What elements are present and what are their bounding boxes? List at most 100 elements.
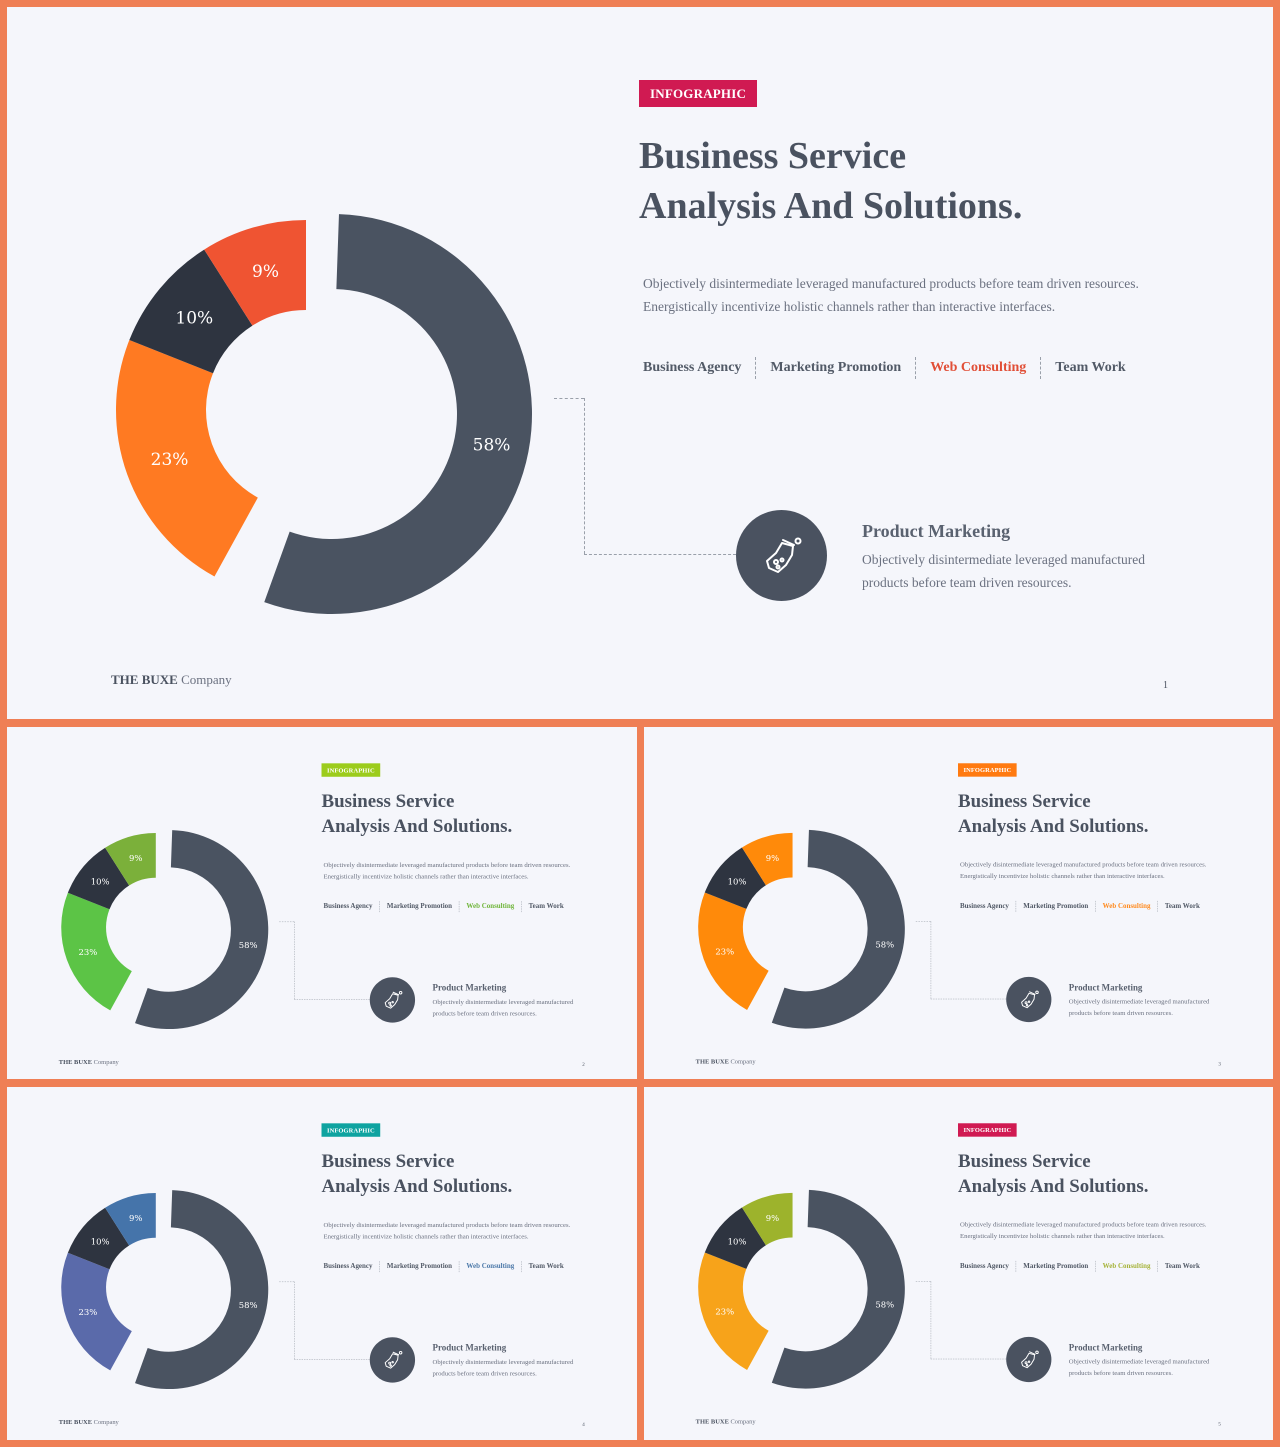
feature-description: Objectively disintermediate leveraged ma… bbox=[1069, 996, 1223, 1019]
tag-web-consulting[interactable]: Web Consulting bbox=[1095, 900, 1157, 912]
connector-line bbox=[584, 398, 585, 554]
slide-title: Business Service Analysis And Solutions. bbox=[958, 1149, 1148, 1199]
tag-web-consulting[interactable]: Web Consulting bbox=[458, 1261, 521, 1273]
slide-1: 58% 23% 10% 9% INFOGRAPHIC Business Service… bbox=[7, 7, 1273, 719]
service-tags: Business Agency Marketing Promotion Web … bbox=[643, 357, 1140, 379]
donut-slice bbox=[135, 1190, 269, 1390]
page-number: 2 bbox=[582, 1061, 585, 1068]
description-line-1: Objectively disintermediate leveraged ma… bbox=[323, 860, 571, 869]
company-brand: THE BUXE Company bbox=[696, 1057, 756, 1065]
tag-business-agency[interactable]: Business Agency bbox=[323, 902, 373, 911]
feature-description: Objectively disintermediate leveraged ma… bbox=[1069, 1356, 1223, 1379]
feature-title: Product Marketing bbox=[432, 982, 507, 993]
feature-title: Product Marketing bbox=[1068, 1342, 1143, 1353]
description-line-2: Energistically incentivize holistic chan… bbox=[643, 299, 1056, 314]
brand-name: THE BUXE bbox=[58, 1057, 93, 1066]
donut-slice-label: 23% bbox=[79, 1307, 98, 1317]
feature-description-line-1: Objectively disintermediate leveraged ma… bbox=[432, 998, 574, 1006]
slide-2: 58% 23% 10% 9% INFOGRAPHIC Business Service… bbox=[7, 727, 637, 1079]
service-tags: Business Agency Marketing Promotion Web … bbox=[959, 900, 1207, 912]
slide-description: Objectively disintermediate leveraged ma… bbox=[643, 272, 1183, 318]
donut-slice bbox=[61, 1252, 132, 1371]
donut-chart: 58% 23% 10% 9% bbox=[698, 829, 905, 1029]
description-line-1: Objectively disintermediate leveraged ma… bbox=[323, 1220, 571, 1229]
tag-marketing-promotion[interactable]: Marketing Promotion bbox=[755, 357, 915, 379]
slide-content: 58% 23% 10% 9% INFOGRAPHIC Business Service… bbox=[7, 7, 1273, 719]
tag-marketing-promotion[interactable]: Marketing Promotion bbox=[379, 901, 459, 913]
feature-title: Product Marketing bbox=[432, 1342, 507, 1353]
donut-slice-label: 10% bbox=[728, 1236, 747, 1246]
feature-description-line-1: Objectively disintermediate leveraged ma… bbox=[862, 552, 1145, 567]
brand-name: THE BUXE bbox=[58, 1417, 93, 1426]
service-tags: Business Agency Marketing Promotion Web … bbox=[323, 901, 570, 913]
slide-3: 58% 23% 10% 9% INFOGRAPHIC Business Service… bbox=[644, 727, 1273, 1079]
donut-slice-label: 10% bbox=[728, 876, 747, 886]
feature-title: Product Marketing bbox=[1068, 982, 1143, 993]
donut-slice bbox=[67, 847, 130, 910]
feature-description-line-2: products before team driven resources. bbox=[1068, 1009, 1173, 1017]
feature-description-line-2: products before team driven resources. bbox=[1068, 1369, 1173, 1377]
tag-marketing-promotion[interactable]: Marketing Promotion bbox=[1015, 900, 1095, 912]
brand-suffix: Company bbox=[93, 1417, 119, 1426]
donut-slice-label: 9% bbox=[766, 1213, 779, 1223]
tag-team-work[interactable]: Team Work bbox=[521, 901, 570, 913]
feature-description-line-1: Objectively disintermediate leveraged ma… bbox=[1068, 997, 1210, 1006]
tag-team-work[interactable]: Team Work bbox=[521, 1261, 570, 1273]
donut-slice bbox=[704, 847, 766, 909]
tag-business-agency[interactable]: Business Agency bbox=[959, 1262, 1009, 1270]
title-line-1: Business Service bbox=[958, 790, 1091, 812]
donut-slice bbox=[741, 832, 793, 886]
feature-description: Objectively disintermediate leveraged ma… bbox=[432, 1356, 586, 1379]
donut-slice-label: 9% bbox=[129, 853, 142, 863]
title-line-2: Analysis And Solutions. bbox=[639, 185, 1023, 227]
slide-description: Objectively disintermediate leveraged ma… bbox=[960, 859, 1228, 882]
donut-slice-label: 9% bbox=[252, 262, 279, 282]
flask-icon bbox=[1021, 990, 1039, 1009]
donut-slice-label: 58% bbox=[875, 1299, 894, 1309]
donut-chart: 58% 23% 10% 9% bbox=[115, 214, 533, 615]
title-line-2: Analysis And Solutions. bbox=[958, 815, 1149, 837]
tag-business-agency[interactable]: Business Agency bbox=[959, 902, 1009, 910]
title-line-2: Analysis And Solutions. bbox=[321, 815, 513, 837]
donut-slice bbox=[698, 892, 769, 1010]
tag-team-work[interactable]: Team Work bbox=[1157, 1260, 1206, 1272]
tag-web-consulting[interactable]: Web Consulting bbox=[915, 357, 1040, 379]
slide-description: Objectively disintermediate leveraged ma… bbox=[323, 1219, 592, 1242]
tag-marketing-promotion[interactable]: Marketing Promotion bbox=[1015, 1260, 1095, 1272]
slide-content: 58% 23% 10% 9% INFOGRAPHIC Business Service… bbox=[7, 727, 637, 1079]
tag-business-agency[interactable]: Business Agency bbox=[643, 360, 742, 375]
feature-icon-circle bbox=[369, 977, 416, 1023]
title-line-1: Business Service bbox=[321, 790, 455, 812]
donut-slice-label: 23% bbox=[715, 1307, 734, 1317]
title-line-2: Analysis And Solutions. bbox=[958, 1175, 1149, 1197]
tag-web-consulting[interactable]: Web Consulting bbox=[458, 901, 521, 913]
page-number: 4 bbox=[582, 1421, 585, 1428]
donut-slice-label: 23% bbox=[79, 947, 98, 957]
donut-slice-label: 23% bbox=[715, 947, 734, 957]
slide-description: Objectively disintermediate leveraged ma… bbox=[323, 859, 592, 882]
slide-title: Business Service Analysis And Solutions. bbox=[322, 1149, 513, 1199]
donut-slice bbox=[704, 1207, 766, 1269]
slide-title: Business Service Analysis And Solutions. bbox=[958, 789, 1148, 839]
feature-description-line-2: products before team driven resources. bbox=[432, 1009, 537, 1018]
tag-team-work[interactable]: Team Work bbox=[1157, 900, 1206, 912]
slide-content: 58% 23% 10% 9% INFOGRAPHIC Business Service… bbox=[644, 1087, 1273, 1440]
tag-business-agency[interactable]: Business Agency bbox=[323, 1262, 373, 1271]
donut-slice bbox=[135, 830, 269, 1030]
tag-team-work[interactable]: Team Work bbox=[1040, 357, 1139, 379]
company-brand: THE BUXE Company bbox=[59, 1418, 119, 1426]
company-brand: THE BUXE Company bbox=[111, 672, 232, 688]
flask-icon bbox=[766, 537, 802, 573]
feature-description: Objectively disintermediate leveraged ma… bbox=[862, 548, 1172, 594]
donut-slice bbox=[61, 892, 132, 1011]
flask-icon bbox=[384, 990, 403, 1009]
description-line-2: Energistically incentivize holistic chan… bbox=[959, 872, 1165, 880]
tag-web-consulting[interactable]: Web Consulting bbox=[1095, 1260, 1157, 1272]
slide-content: 58% 23% 10% 9% INFOGRAPHIC Business Service… bbox=[644, 727, 1273, 1079]
description-line-1: Objectively disintermediate leveraged ma… bbox=[959, 860, 1207, 869]
service-tags: Business Agency Marketing Promotion Web … bbox=[323, 1261, 570, 1273]
tag-marketing-promotion[interactable]: Marketing Promotion bbox=[379, 1261, 459, 1273]
donut-slice bbox=[105, 832, 156, 886]
page-number: 3 bbox=[1218, 1061, 1221, 1067]
feature-icon-circle bbox=[736, 510, 827, 601]
